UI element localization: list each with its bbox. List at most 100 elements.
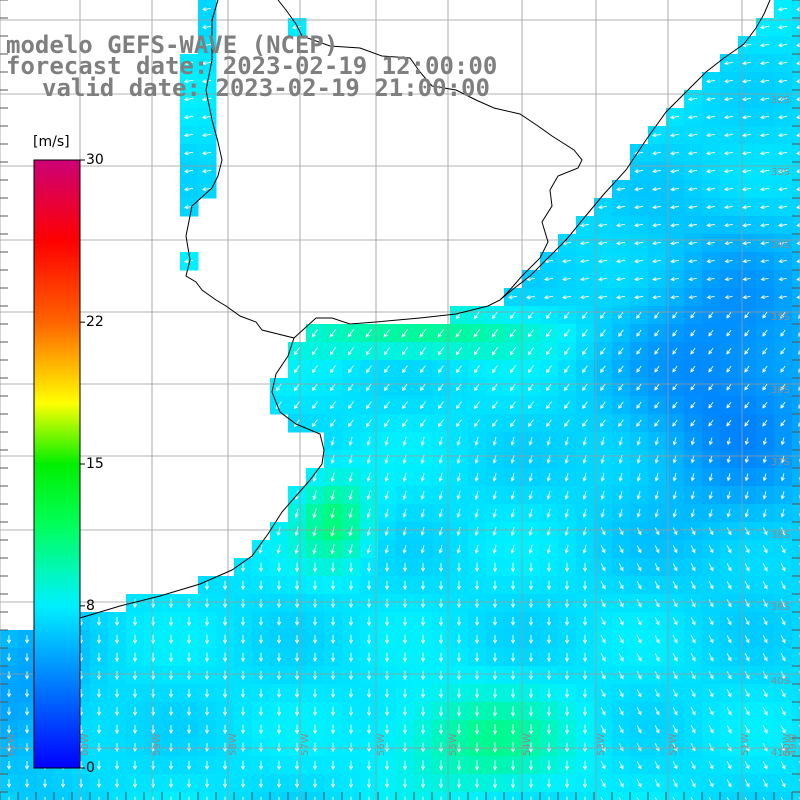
wind-arrow xyxy=(780,491,785,500)
wind-arrow xyxy=(708,671,714,680)
wind-arrow xyxy=(474,508,479,518)
field-cell xyxy=(558,792,577,800)
wind-arrow xyxy=(474,742,480,753)
wind-arrow xyxy=(96,616,102,627)
wind-arrow xyxy=(348,598,354,609)
wind-arrow xyxy=(114,634,120,645)
wind-arrow xyxy=(778,295,787,300)
wind-arrow xyxy=(186,688,192,699)
wind-arrow xyxy=(437,419,444,428)
wind-arrow xyxy=(708,329,714,337)
wind-arrow xyxy=(474,670,480,681)
wind-arrow xyxy=(654,329,660,337)
wind-arrow xyxy=(636,707,642,716)
wind-arrow xyxy=(795,115,800,120)
wind-arrow xyxy=(276,562,282,573)
wind-arrow xyxy=(708,347,714,355)
wind-arrow xyxy=(744,563,750,572)
wind-arrow xyxy=(672,581,678,590)
wind-arrow xyxy=(24,707,30,716)
lon-label: 59W xyxy=(152,733,163,756)
wind-arrow xyxy=(672,599,678,608)
wind-arrow xyxy=(6,761,12,770)
wind-arrow xyxy=(420,436,425,447)
wind-arrow xyxy=(726,671,732,680)
wind-arrow xyxy=(654,707,660,716)
wind-arrow xyxy=(563,347,570,356)
wind-arrow xyxy=(510,724,516,735)
wind-arrow xyxy=(114,760,120,771)
wind-arrow xyxy=(582,724,588,735)
wind-arrow xyxy=(744,653,750,662)
wind-arrow xyxy=(634,205,644,210)
wind-arrow xyxy=(742,97,752,102)
wind-arrow xyxy=(564,688,570,699)
wind-arrow xyxy=(152,796,154,800)
wind-arrow xyxy=(312,652,318,663)
wind-arrow xyxy=(742,61,752,66)
wind-arrow xyxy=(582,778,588,789)
wind-arrow xyxy=(528,436,533,446)
wind-arrow xyxy=(546,472,551,482)
wind-arrow xyxy=(527,329,535,338)
wind-arrow xyxy=(458,796,460,800)
wind-arrow xyxy=(708,401,714,409)
wind-arrow xyxy=(456,652,462,663)
wind-arrow xyxy=(366,760,372,771)
wind-arrow xyxy=(744,689,750,698)
wind-arrow xyxy=(600,707,606,716)
wind-arrow xyxy=(438,724,444,735)
wind-arrow xyxy=(240,760,246,771)
wind-arrow xyxy=(618,634,624,644)
wind-arrow xyxy=(312,490,317,501)
wind-arrow xyxy=(240,562,246,573)
wind-arrow xyxy=(366,562,372,573)
wind-arrow xyxy=(636,779,642,788)
wind-arrow xyxy=(618,508,623,518)
wind-arrow xyxy=(222,760,228,771)
wind-arrow xyxy=(600,689,606,698)
wind-arrow xyxy=(545,311,552,320)
wind-arrow xyxy=(80,796,82,800)
field-cell xyxy=(792,684,800,703)
wind-arrow xyxy=(383,401,390,410)
wind-arrow xyxy=(726,724,732,734)
wind-arrow xyxy=(258,778,264,789)
wind-arrow xyxy=(546,652,552,663)
wind-arrow xyxy=(60,778,66,788)
wind-arrow xyxy=(456,634,462,645)
wind-arrow xyxy=(510,670,516,681)
wind-arrow xyxy=(508,295,518,300)
wind-arrow xyxy=(510,562,516,573)
wind-arrow xyxy=(724,61,734,66)
wind-arrow xyxy=(114,688,120,699)
wind-arrow xyxy=(330,562,336,573)
field-cell xyxy=(792,702,800,721)
wind-arrow xyxy=(383,347,390,356)
wind-arrow xyxy=(545,365,552,374)
wind-arrow xyxy=(474,760,480,771)
wind-arrow xyxy=(634,151,644,156)
wind-arrow xyxy=(6,671,12,680)
wind-arrow xyxy=(474,526,479,537)
wind-arrow xyxy=(402,688,408,699)
wind-arrow xyxy=(438,634,444,645)
coastline xyxy=(79,0,771,619)
wind-arrow xyxy=(744,742,750,752)
wind-arrow xyxy=(365,401,372,410)
wind-arrow xyxy=(597,277,608,282)
wind-arrow xyxy=(762,706,768,716)
wind-arrow xyxy=(582,365,588,374)
wind-arrow xyxy=(528,508,533,519)
wind-arrow xyxy=(528,526,533,537)
wind-arrow xyxy=(795,7,800,12)
wind-arrow xyxy=(294,760,300,771)
wind-arrow xyxy=(132,724,138,735)
wind-arrow xyxy=(780,689,786,698)
wind-arrow xyxy=(186,742,192,753)
wind-arrow xyxy=(312,526,317,537)
wind-arrow xyxy=(708,437,713,446)
wind-arrow xyxy=(672,383,678,391)
wind-arrow xyxy=(615,277,626,282)
